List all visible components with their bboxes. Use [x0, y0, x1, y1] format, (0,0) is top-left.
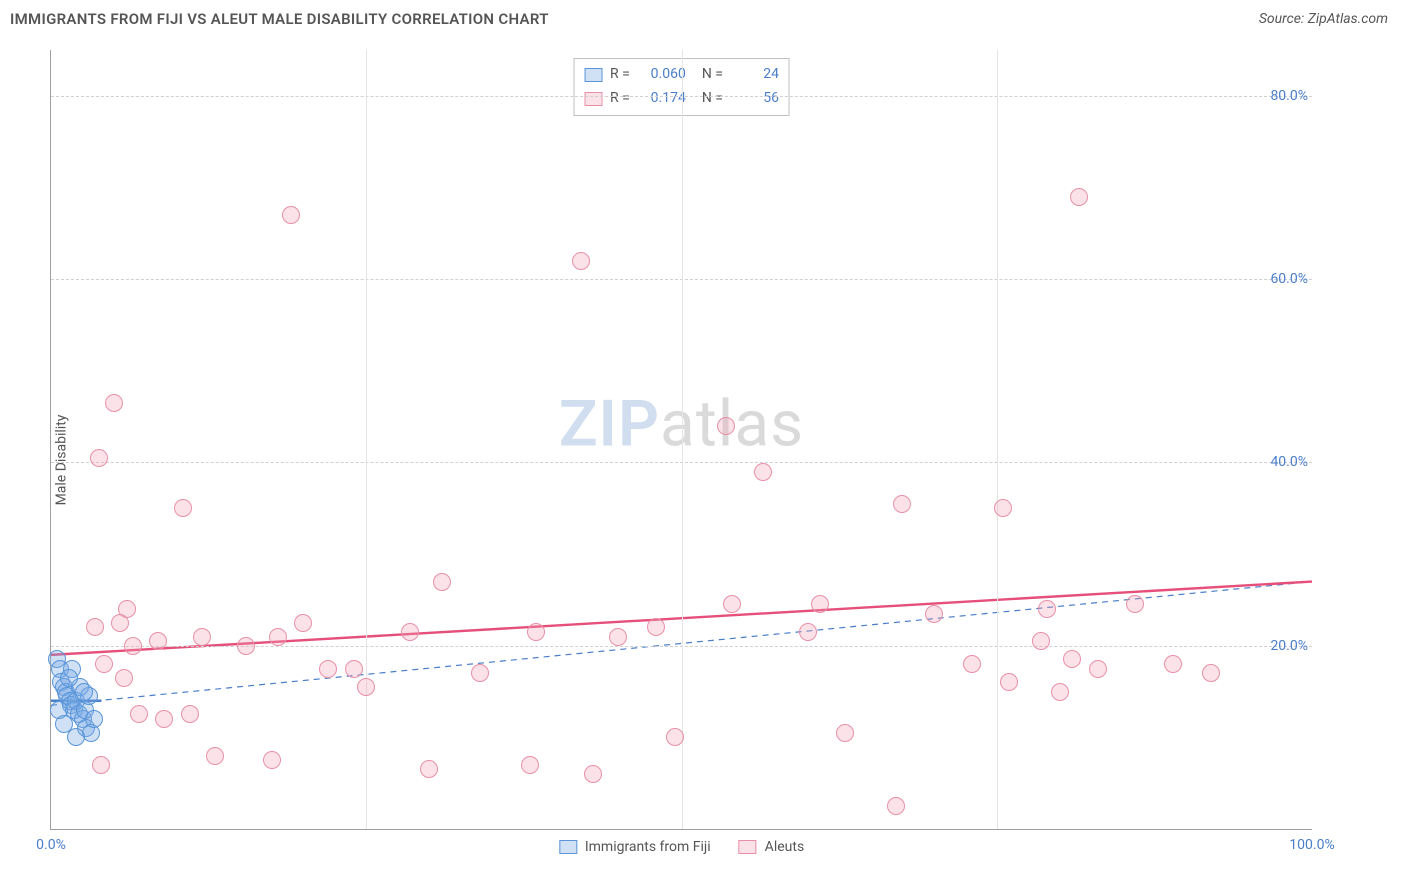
data-point	[50, 701, 68, 719]
data-point	[1202, 664, 1220, 682]
data-point	[963, 655, 981, 673]
data-point	[723, 595, 741, 613]
data-point	[357, 678, 375, 696]
data-point	[401, 623, 419, 641]
data-point	[319, 660, 337, 678]
data-point	[1070, 188, 1088, 206]
swatch-blue-icon	[559, 840, 577, 854]
data-point	[282, 206, 300, 224]
data-point	[124, 637, 142, 655]
data-point	[345, 660, 363, 678]
data-point	[887, 797, 905, 815]
data-point	[237, 637, 255, 655]
data-point	[90, 449, 108, 467]
data-point	[118, 600, 136, 618]
n-value-aleuts: 56	[731, 87, 779, 111]
chart-title: IMMIGRANTS FROM FIJI VS ALEUT MALE DISAB…	[10, 10, 549, 28]
data-point	[1089, 660, 1107, 678]
data-point	[269, 628, 287, 646]
data-point	[572, 252, 590, 270]
watermark-zip: ZIP	[559, 386, 660, 461]
data-point	[263, 751, 281, 769]
swatch-pink-icon	[739, 840, 757, 854]
data-point	[1032, 632, 1050, 650]
data-point	[105, 394, 123, 412]
chart-container: Male Disability ZIPatlas R = 0.060 N = 2…	[10, 40, 1396, 880]
data-point	[130, 705, 148, 723]
data-point	[717, 417, 735, 435]
legend-label-aleuts: Aleuts	[765, 839, 804, 855]
data-point	[115, 669, 133, 687]
data-point	[294, 614, 312, 632]
data-point	[994, 499, 1012, 517]
y-tick-label: 20.0%	[1270, 638, 1308, 654]
data-point	[1063, 650, 1081, 668]
data-point	[193, 628, 211, 646]
r-value-fiji: 0.060	[638, 63, 686, 87]
data-point	[92, 756, 110, 774]
data-point	[206, 747, 224, 765]
data-point	[527, 623, 545, 641]
data-point	[925, 605, 943, 623]
data-point	[1000, 673, 1018, 691]
data-point	[836, 724, 854, 742]
n-value-fiji: 24	[731, 63, 779, 87]
data-point	[799, 623, 817, 641]
data-point	[754, 463, 772, 481]
data-point	[85, 710, 103, 728]
data-point	[420, 760, 438, 778]
y-tick-label: 40.0%	[1270, 454, 1308, 470]
data-point	[95, 655, 113, 673]
data-point	[811, 595, 829, 613]
data-point	[893, 495, 911, 513]
swatch-blue-icon	[584, 68, 602, 82]
r-label: R =	[610, 87, 630, 111]
data-point	[1164, 655, 1182, 673]
n-label: N =	[702, 87, 723, 111]
data-point	[60, 669, 78, 687]
data-point	[155, 710, 173, 728]
data-point	[1126, 595, 1144, 613]
n-label: N =	[702, 63, 723, 87]
data-point	[433, 573, 451, 591]
data-point	[1051, 683, 1069, 701]
data-point	[584, 765, 602, 783]
data-point	[174, 499, 192, 517]
data-point	[1038, 600, 1056, 618]
data-point	[67, 728, 85, 746]
gridline-v	[997, 50, 998, 829]
data-point	[181, 705, 199, 723]
legend-item-aleuts: Aleuts	[739, 839, 804, 855]
x-tick-label: 0.0%	[36, 837, 66, 853]
data-point	[609, 628, 627, 646]
legend-label-fiji: Immigrants from Fiji	[585, 839, 711, 855]
gridline-v	[366, 50, 367, 829]
data-point	[86, 618, 104, 636]
source-attribution: Source: ZipAtlas.com	[1259, 11, 1388, 27]
data-point	[75, 683, 93, 701]
legend-item-fiji: Immigrants from Fiji	[559, 839, 711, 855]
header: IMMIGRANTS FROM FIJI VS ALEUT MALE DISAB…	[0, 0, 1406, 34]
series-legend: Immigrants from Fiji Aleuts	[559, 839, 804, 855]
plot-area: ZIPatlas R = 0.060 N = 24 R = 0.174 N = …	[50, 50, 1312, 830]
data-point	[149, 632, 167, 650]
data-point	[647, 618, 665, 636]
r-value-aleuts: 0.174	[638, 87, 686, 111]
x-tick-label: 100.0%	[1289, 837, 1334, 853]
gridline-v	[682, 50, 683, 829]
data-point	[666, 728, 684, 746]
r-label: R =	[610, 63, 630, 87]
y-tick-label: 60.0%	[1270, 271, 1308, 287]
swatch-pink-icon	[584, 92, 602, 106]
data-point	[521, 756, 539, 774]
y-tick-label: 80.0%	[1270, 88, 1308, 104]
data-point	[471, 664, 489, 682]
